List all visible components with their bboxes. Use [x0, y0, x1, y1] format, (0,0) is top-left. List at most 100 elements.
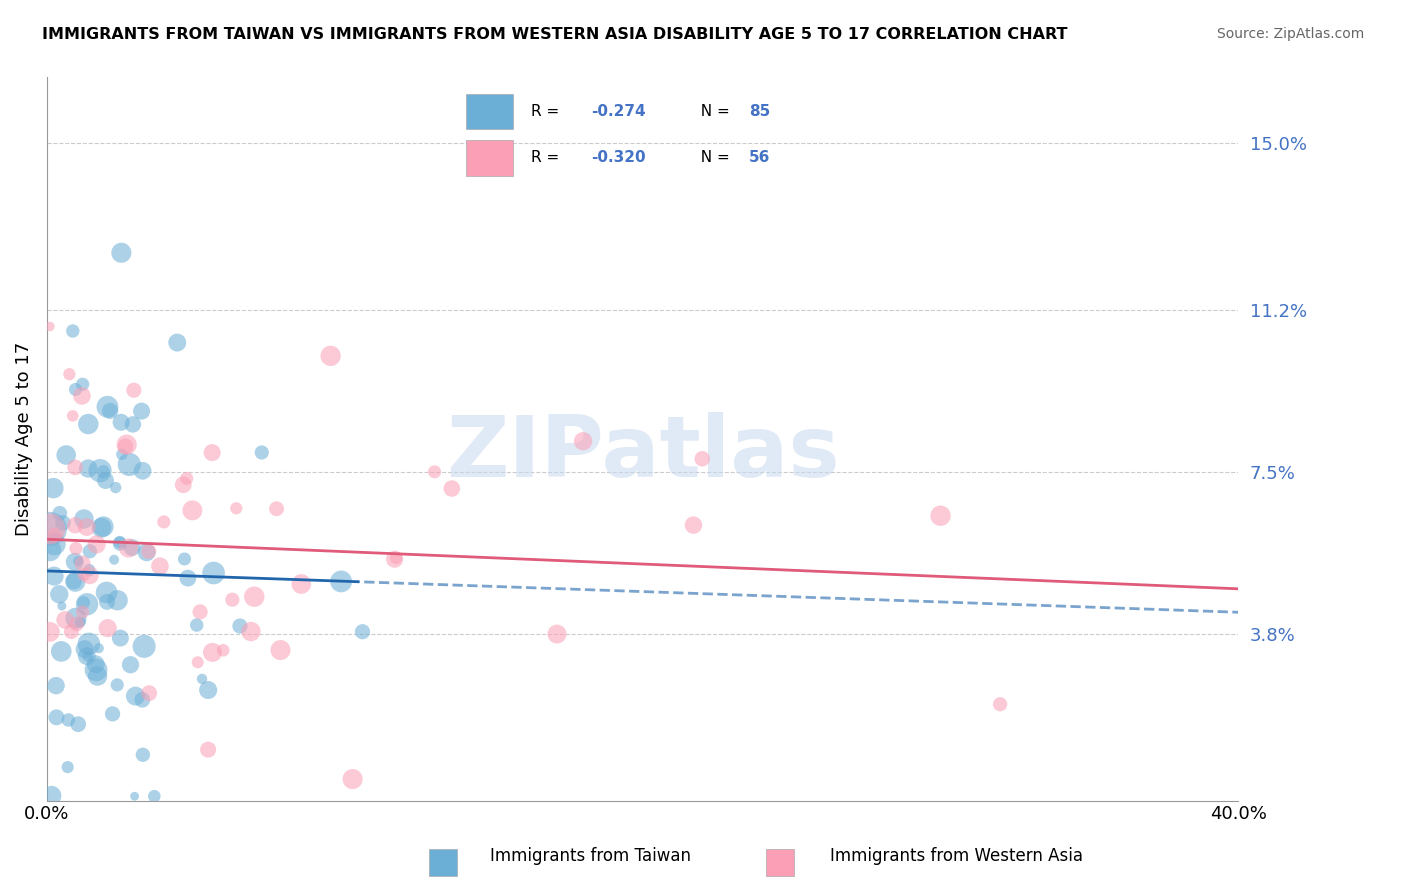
- Immigrants from Taiwan: [186, 618, 208, 632]
- Immigrants from Western Asia: [114, 439, 136, 453]
- Immigrants from Taiwan: [77, 637, 100, 651]
- Immigrants from Western Asia: [270, 643, 292, 657]
- Immigrants from Taiwan: [38, 522, 60, 536]
- Immigrants from Taiwan: [110, 245, 132, 260]
- Immigrants from Western Asia: [266, 501, 288, 516]
- Immigrants from Western Asia: [117, 541, 139, 555]
- Immigrants from Taiwan: [65, 611, 87, 625]
- Immigrants from Taiwan: [103, 552, 125, 566]
- Immigrants from Western Asia: [60, 624, 83, 639]
- Immigrants from Taiwan: [122, 417, 145, 432]
- Immigrants from Western Asia: [122, 383, 145, 397]
- Immigrants from Taiwan: [77, 417, 100, 431]
- Immigrants from Western Asia: [62, 409, 84, 423]
- Immigrants from Western Asia: [440, 482, 463, 496]
- Immigrants from Taiwan: [44, 537, 66, 551]
- Immigrants from Western Asia: [76, 520, 98, 534]
- Immigrants from Western Asia: [73, 567, 96, 582]
- Immigrants from Taiwan: [124, 789, 146, 804]
- Immigrants from Western Asia: [115, 437, 138, 451]
- Immigrants from Western Asia: [221, 592, 243, 607]
- Y-axis label: Disability Age 5 to 17: Disability Age 5 to 17: [15, 342, 32, 536]
- Immigrants from Taiwan: [45, 679, 67, 693]
- Immigrants from Western Asia: [188, 605, 211, 619]
- Immigrants from Western Asia: [63, 518, 86, 533]
- Immigrants from Taiwan: [197, 683, 219, 698]
- Immigrants from Western Asia: [181, 503, 204, 517]
- Immigrants from Taiwan: [69, 615, 91, 629]
- Immigrants from Western Asia: [572, 434, 595, 449]
- Immigrants from Taiwan: [63, 574, 86, 589]
- Immigrants from Western Asia: [70, 389, 93, 403]
- Immigrants from Taiwan: [93, 519, 115, 533]
- Immigrants from Western Asia: [385, 550, 408, 565]
- Immigrants from Taiwan: [72, 596, 94, 610]
- Text: ZIPatlas: ZIPatlas: [446, 412, 839, 495]
- Immigrants from Western Asia: [225, 501, 247, 516]
- Immigrants from Western Asia: [38, 319, 60, 334]
- Immigrants from Taiwan: [76, 649, 98, 664]
- Immigrants from Taiwan: [65, 574, 87, 589]
- Immigrants from Taiwan: [120, 657, 142, 672]
- Immigrants from Taiwan: [173, 552, 195, 566]
- Immigrants from Western Asia: [65, 541, 87, 556]
- Immigrants from Taiwan: [108, 535, 131, 549]
- Immigrants from Taiwan: [202, 566, 225, 580]
- Immigrants from Taiwan: [51, 599, 73, 613]
- Immigrants from Taiwan: [330, 574, 353, 589]
- Immigrants from Taiwan: [352, 624, 374, 639]
- Immigrants from Western Asia: [290, 577, 312, 591]
- Immigrants from Taiwan: [65, 383, 87, 397]
- Immigrants from Taiwan: [98, 404, 121, 418]
- Immigrants from Taiwan: [124, 689, 146, 703]
- Immigrants from Taiwan: [67, 554, 90, 568]
- Immigrants from Taiwan: [58, 713, 80, 727]
- Immigrants from Taiwan: [108, 537, 131, 551]
- Immigrants from Western Asia: [72, 557, 94, 571]
- Immigrants from Western Asia: [423, 465, 446, 479]
- Immigrants from Western Asia: [44, 528, 66, 542]
- Immigrants from Taiwan: [73, 642, 96, 657]
- Immigrants from Taiwan: [101, 706, 124, 721]
- Immigrants from Western Asia: [342, 772, 364, 786]
- Immigrants from Taiwan: [79, 544, 101, 558]
- Immigrants from Taiwan: [84, 657, 107, 672]
- Immigrants from Taiwan: [94, 474, 117, 488]
- Immigrants from Taiwan: [56, 760, 79, 774]
- Immigrants from Western Asia: [63, 460, 86, 475]
- Immigrants from Taiwan: [38, 543, 60, 558]
- Immigrants from Taiwan: [229, 619, 252, 633]
- Immigrants from Western Asia: [53, 613, 76, 627]
- Immigrants from Taiwan: [67, 717, 90, 731]
- Immigrants from Western Asia: [201, 445, 224, 459]
- Immigrants from Western Asia: [58, 367, 80, 381]
- Immigrants from Taiwan: [84, 663, 107, 677]
- Immigrants from Taiwan: [42, 569, 65, 583]
- Immigrants from Taiwan: [96, 400, 118, 414]
- Immigrants from Western Asia: [172, 477, 194, 491]
- Immigrants from Taiwan: [105, 678, 128, 692]
- Immigrants from Western Asia: [86, 537, 108, 551]
- Immigrants from Taiwan: [76, 597, 98, 611]
- Immigrants from Taiwan: [72, 377, 94, 392]
- Immigrants from Taiwan: [131, 693, 153, 707]
- Immigrants from Taiwan: [131, 404, 153, 418]
- Immigrants from Western Asia: [79, 568, 101, 582]
- Immigrants from Western Asia: [690, 451, 713, 466]
- Immigrants from Taiwan: [177, 571, 200, 585]
- Text: Immigrants from Taiwan: Immigrants from Taiwan: [491, 847, 690, 865]
- Immigrants from Taiwan: [86, 669, 108, 683]
- Immigrants from Taiwan: [166, 335, 188, 350]
- Immigrants from Taiwan: [134, 640, 156, 654]
- Immigrants from Taiwan: [96, 595, 118, 609]
- Immigrants from Taiwan: [110, 415, 132, 429]
- Immigrants from Taiwan: [63, 555, 86, 569]
- Immigrants from Taiwan: [90, 521, 112, 535]
- Immigrants from Western Asia: [319, 349, 342, 363]
- Immigrants from Taiwan: [135, 545, 157, 559]
- Immigrants from Western Asia: [187, 655, 209, 669]
- Immigrants from Taiwan: [73, 512, 96, 526]
- Immigrants from Western Asia: [38, 624, 60, 639]
- Immigrants from Western Asia: [97, 621, 120, 635]
- Immigrants from Taiwan: [191, 672, 214, 686]
